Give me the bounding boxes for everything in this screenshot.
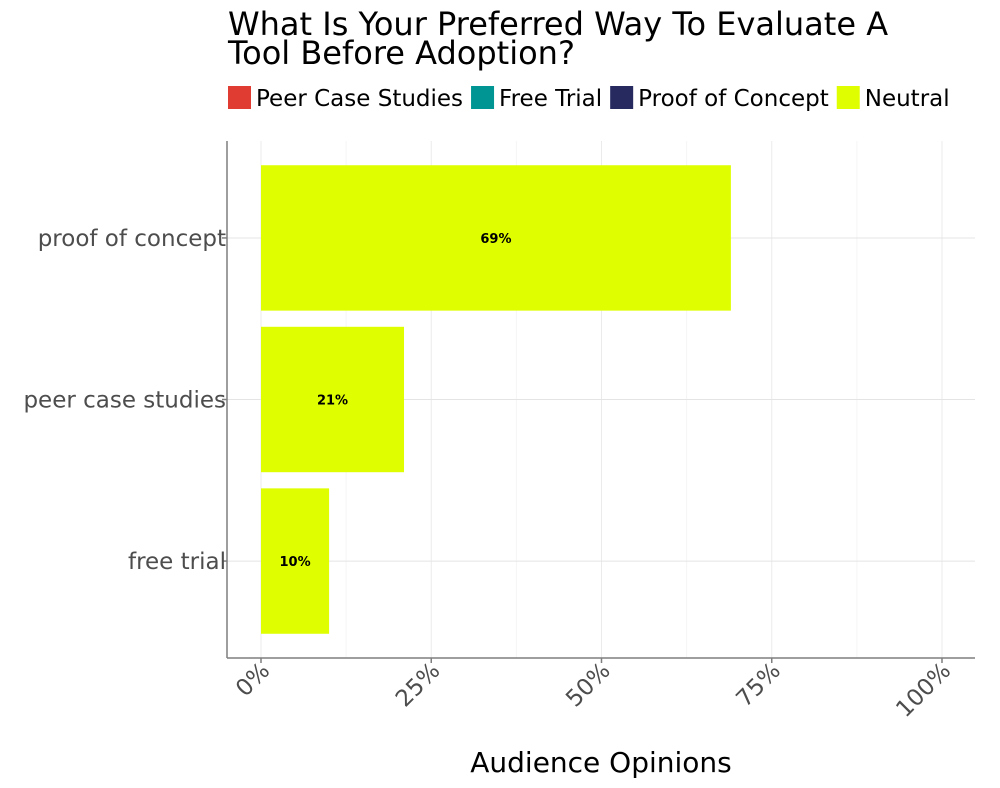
- bar: [261, 165, 731, 311]
- x-axis-title: Audience Opinions: [470, 746, 732, 779]
- legend-label: Free Trial: [499, 86, 602, 112]
- legend-swatch: [471, 86, 495, 109]
- chart-title-line-1: What Is Your Preferred Way To Evaluate A: [228, 5, 888, 43]
- bar: [261, 326, 405, 473]
- y-axis-ticks: proof of concept peer case studies free tr…: [23, 226, 227, 575]
- bar: [261, 488, 330, 634]
- bars: 69% 21% 10%: [261, 165, 731, 634]
- y-category-label: free trial: [128, 549, 226, 575]
- legend-swatch: [836, 86, 860, 109]
- legend: Peer Case Studies Free Trial Proof of Conc…: [228, 86, 950, 112]
- legend-label: Neutral: [865, 86, 950, 112]
- bar-data-label: 21%: [317, 394, 348, 409]
- y-category-label: proof of concept: [38, 226, 226, 252]
- bar-data-label: 10%: [279, 555, 310, 570]
- chart-title-line-2: Tool Before Adoption?: [227, 34, 575, 72]
- legend-swatch: [610, 86, 634, 109]
- legend-label: Peer Case Studies: [256, 86, 463, 112]
- y-category-label: peer case studies: [23, 388, 226, 414]
- legend-swatch: [228, 86, 251, 109]
- legend-label: Proof of Concept: [638, 86, 829, 112]
- bar-data-label: 69%: [480, 232, 511, 247]
